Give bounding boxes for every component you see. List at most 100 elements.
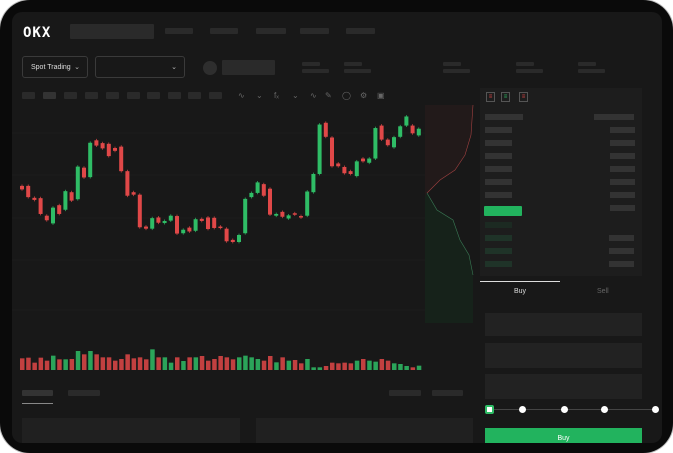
timeframe-button[interactable] (127, 92, 140, 99)
volume-bar (361, 359, 366, 370)
filter-button[interactable] (432, 390, 463, 396)
candle (305, 191, 310, 216)
nav-item[interactable] (256, 28, 286, 34)
volume-bar (348, 363, 354, 370)
volume-bar (398, 364, 403, 370)
volume-bar (156, 357, 161, 370)
slider-handle[interactable] (485, 405, 494, 414)
candle (398, 126, 403, 137)
candle (94, 140, 99, 146)
tab-buy[interactable]: Buy (514, 288, 527, 295)
volume-bar (311, 367, 316, 370)
candle (367, 158, 372, 163)
candle (88, 142, 93, 178)
fullscreen-icon[interactable]: ▣ (377, 91, 385, 100)
tab-open-orders[interactable] (22, 390, 53, 396)
pencil-icon[interactable]: ✎ (325, 91, 332, 100)
orderbook-header (594, 114, 634, 120)
line-tool-icon[interactable]: ∿ (310, 91, 317, 100)
market-type-select[interactable]: Spot Trading ⌄ (22, 56, 88, 78)
candle (20, 185, 24, 190)
pair-select[interactable]: ⌄ (95, 56, 185, 78)
last-price (484, 206, 522, 216)
screen: OKX Spot Trading ⌄ ⌄ ∿ ⌄ fₓ ⌄ ∿ ✎ ◯ ⚙ ▣ … (12, 12, 662, 443)
nav-item[interactable] (300, 28, 329, 34)
search-bar[interactable] (70, 24, 154, 39)
volume-bar (305, 359, 310, 370)
volume-bar (230, 359, 236, 370)
candlestick-chart[interactable] (12, 105, 425, 380)
orderbook-bids-icon[interactable]: ≡ (501, 92, 510, 102)
candle (150, 218, 155, 229)
volume-bar (94, 354, 99, 370)
amount-input[interactable] (485, 343, 642, 368)
volume-bar (38, 357, 44, 370)
volume-bar (32, 362, 37, 370)
bid-price (485, 235, 512, 241)
tab-order-history[interactable] (68, 390, 100, 396)
candle (299, 216, 303, 218)
okx-logo[interactable]: OKX (23, 25, 52, 41)
slider-step-25[interactable] (519, 406, 526, 413)
circle-tool-icon[interactable]: ◯ (342, 91, 351, 100)
chevron-down-icon[interactable]: ⌄ (292, 91, 299, 100)
orderbook-asks-icon[interactable]: ≡ (519, 92, 528, 102)
candle (261, 184, 266, 196)
candle (354, 161, 359, 177)
filter-button[interactable] (389, 390, 421, 396)
stat-value (443, 69, 470, 73)
buy-button[interactable]: Buy (485, 428, 642, 443)
ask-price (485, 153, 512, 159)
nav-item[interactable] (346, 28, 375, 34)
indicator-icon[interactable]: ∿ (238, 91, 245, 100)
buy-button-label: Buy (557, 434, 570, 442)
volume-bar (82, 354, 87, 370)
stat-label (302, 62, 320, 66)
assets-panel (256, 418, 473, 443)
timeframe-button[interactable] (43, 92, 56, 99)
tab-sell[interactable]: Sell (597, 288, 609, 295)
candle (404, 116, 409, 126)
timeframe-button[interactable] (22, 92, 35, 99)
nav-item[interactable] (210, 28, 238, 34)
price-input[interactable] (485, 313, 642, 336)
timeframe-button[interactable] (106, 92, 119, 99)
timeframe-button[interactable] (85, 92, 98, 99)
slider-step-50[interactable] (561, 406, 568, 413)
chart-type-icon[interactable]: ⌄ (256, 91, 263, 100)
timeframe-button[interactable] (209, 92, 222, 99)
nav-item[interactable] (165, 28, 193, 34)
candle (212, 217, 217, 228)
candle (224, 228, 229, 242)
volume-bar (224, 357, 230, 370)
amount-slider[interactable] (488, 409, 655, 410)
volume-bar (199, 356, 205, 370)
active-tab-underline (22, 403, 53, 404)
volume-bar (268, 356, 273, 370)
volume-bar (125, 354, 130, 370)
orders-panel (22, 418, 240, 443)
volume-bar (392, 363, 397, 370)
orderbook-both-icon[interactable]: ≡ (486, 92, 495, 102)
candle (255, 182, 260, 193)
slider-step-75[interactable] (601, 406, 608, 413)
candle (218, 226, 223, 229)
fx-icon[interactable]: fₓ (274, 91, 279, 100)
timeframe-button[interactable] (147, 92, 160, 99)
timeframe-button[interactable] (64, 92, 77, 99)
slider-step-100[interactable] (652, 406, 659, 413)
candle (336, 163, 341, 167)
total-input[interactable] (485, 374, 642, 399)
depth-chart (425, 105, 474, 323)
market-type-label: Spot Trading (31, 63, 71, 71)
volume-bar (330, 362, 335, 370)
candle (51, 207, 55, 224)
stat-label (578, 62, 596, 66)
volume-bar (379, 359, 385, 370)
volume-bar (274, 362, 279, 370)
candle (342, 166, 347, 174)
timeframe-button[interactable] (168, 92, 181, 99)
timeframe-button[interactable] (188, 92, 201, 99)
candle (416, 128, 421, 136)
settings-icon[interactable]: ⚙ (360, 91, 368, 100)
